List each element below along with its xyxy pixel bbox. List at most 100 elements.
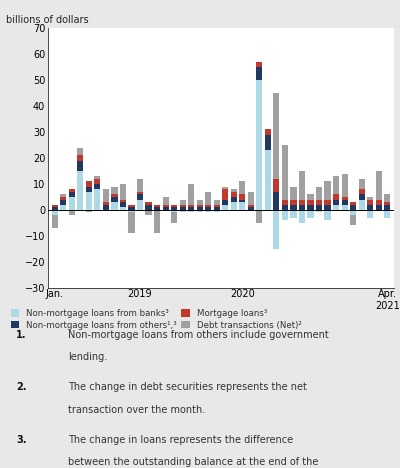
Bar: [239, 194, 245, 199]
Bar: [180, 210, 186, 212]
Bar: [222, 199, 228, 205]
Bar: [273, 192, 280, 210]
Bar: [256, 62, 262, 67]
Bar: [376, 205, 382, 210]
Bar: [120, 207, 126, 210]
Bar: [358, 179, 365, 189]
Bar: [77, 147, 84, 155]
Bar: [248, 205, 254, 207]
Bar: [154, 207, 160, 210]
Bar: [188, 210, 194, 212]
Bar: [358, 199, 365, 210]
Bar: [171, 210, 177, 212]
Bar: [60, 199, 66, 205]
Bar: [137, 194, 143, 199]
Bar: [162, 207, 169, 210]
Bar: [52, 215, 58, 228]
Text: 1.: 1.: [16, 330, 26, 340]
Bar: [60, 194, 66, 197]
Bar: [171, 212, 177, 223]
Bar: [239, 181, 245, 194]
Bar: [367, 205, 373, 210]
Bar: [52, 207, 58, 210]
Bar: [69, 192, 75, 197]
Bar: [273, 179, 280, 192]
Bar: [222, 187, 228, 189]
Bar: [367, 197, 373, 199]
Bar: [205, 207, 211, 210]
Bar: [273, 210, 280, 249]
Bar: [358, 189, 365, 194]
Bar: [188, 205, 194, 207]
Bar: [265, 129, 271, 135]
Bar: [180, 207, 186, 210]
Bar: [94, 176, 100, 179]
Bar: [231, 192, 237, 197]
Bar: [146, 210, 152, 215]
Bar: [128, 207, 134, 210]
Bar: [188, 207, 194, 210]
Bar: [342, 174, 348, 197]
Bar: [324, 181, 330, 199]
Bar: [333, 199, 339, 205]
Bar: [197, 210, 203, 212]
Bar: [205, 210, 211, 212]
Bar: [231, 189, 237, 192]
Bar: [231, 202, 237, 210]
Legend: Non-mortgage loans from banks³, Non-mortgage loans from others¹,³, Mortgage loan: Non-mortgage loans from banks³, Non-mort…: [11, 309, 302, 329]
Bar: [384, 210, 390, 218]
Bar: [308, 194, 314, 199]
Bar: [214, 199, 220, 205]
Bar: [120, 199, 126, 202]
Bar: [128, 212, 134, 233]
Bar: [214, 210, 220, 212]
Text: billions of dollars: billions of dollars: [6, 15, 89, 25]
Bar: [86, 192, 92, 210]
Bar: [86, 181, 92, 187]
Bar: [128, 210, 134, 212]
Bar: [94, 189, 100, 210]
Bar: [103, 189, 109, 202]
Bar: [69, 189, 75, 192]
Bar: [316, 187, 322, 199]
Bar: [197, 199, 203, 205]
Bar: [308, 205, 314, 210]
Bar: [171, 207, 177, 210]
Bar: [290, 205, 296, 210]
Bar: [299, 171, 305, 199]
Bar: [290, 187, 296, 199]
Bar: [77, 171, 84, 210]
Bar: [290, 210, 296, 218]
Bar: [180, 199, 186, 205]
Text: lending.: lending.: [68, 352, 107, 362]
Bar: [112, 194, 118, 197]
Bar: [342, 197, 348, 199]
Bar: [214, 207, 220, 210]
Bar: [299, 199, 305, 205]
Bar: [197, 205, 203, 207]
Bar: [384, 205, 390, 210]
Bar: [282, 205, 288, 210]
Bar: [197, 207, 203, 210]
Bar: [69, 197, 75, 210]
Bar: [265, 135, 271, 150]
Bar: [214, 205, 220, 207]
Bar: [376, 199, 382, 205]
Bar: [112, 202, 118, 210]
Bar: [350, 215, 356, 226]
Bar: [256, 210, 262, 223]
Bar: [350, 210, 356, 215]
Bar: [231, 197, 237, 202]
Bar: [188, 184, 194, 205]
Bar: [316, 199, 322, 205]
Bar: [342, 199, 348, 205]
Bar: [308, 199, 314, 205]
Bar: [171, 205, 177, 207]
Bar: [324, 210, 330, 220]
Bar: [282, 145, 288, 199]
Bar: [333, 176, 339, 194]
Bar: [146, 205, 152, 210]
Bar: [60, 197, 66, 199]
Bar: [103, 205, 109, 210]
Bar: [282, 210, 288, 220]
